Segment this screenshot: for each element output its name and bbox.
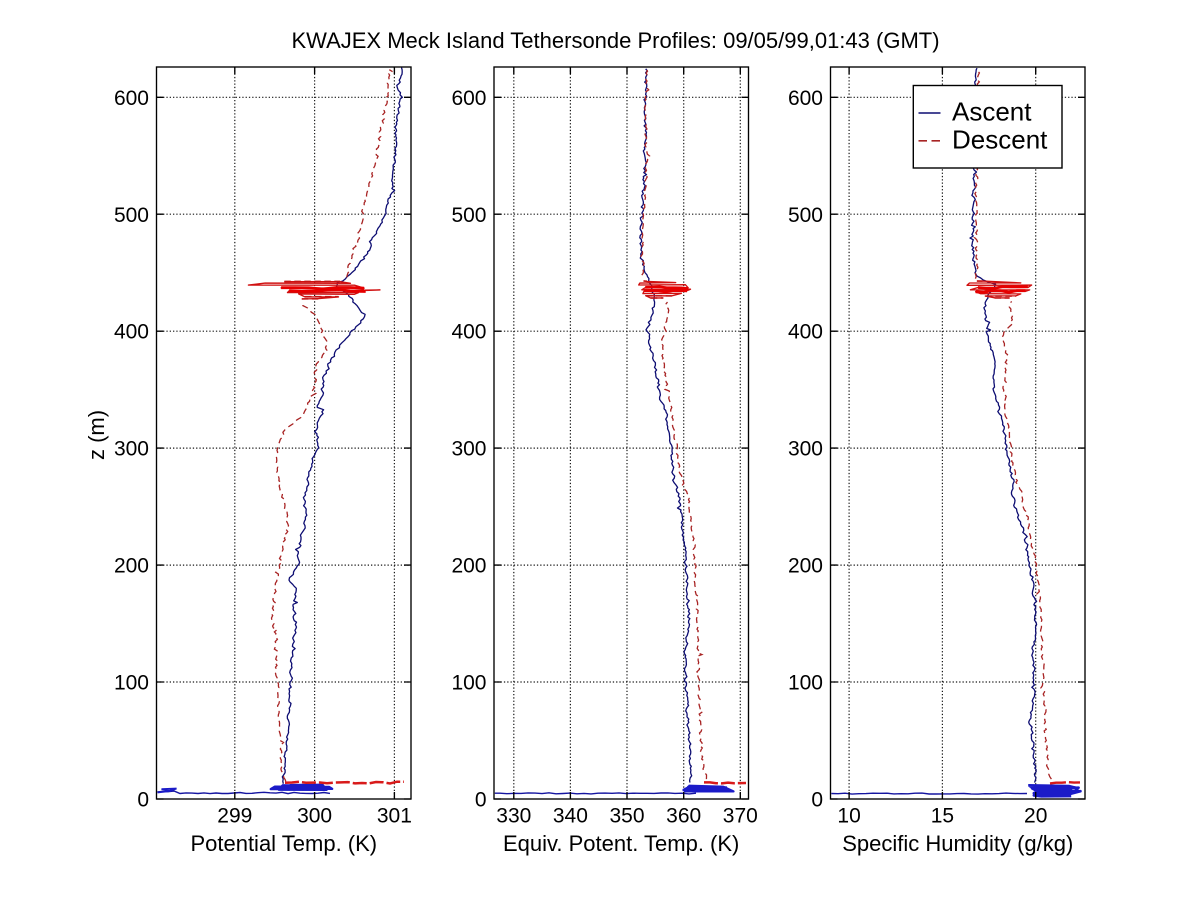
svg-text:400: 400 — [788, 321, 823, 344]
svg-text:Descent: Descent — [952, 125, 1048, 155]
svg-text:100: 100 — [114, 672, 149, 695]
svg-text:350: 350 — [609, 805, 644, 828]
svg-text:301: 301 — [377, 805, 412, 828]
svg-text:100: 100 — [788, 672, 823, 695]
svg-text:370: 370 — [723, 805, 758, 828]
svg-text:600: 600 — [114, 87, 149, 110]
svg-text:600: 600 — [788, 87, 823, 110]
svg-text:20: 20 — [1024, 805, 1047, 828]
svg-text:300: 300 — [451, 438, 486, 461]
svg-text:330: 330 — [496, 805, 531, 828]
svg-text:200: 200 — [451, 555, 486, 578]
svg-text:400: 400 — [114, 321, 149, 344]
svg-text:0: 0 — [137, 789, 149, 812]
svg-text:500: 500 — [451, 204, 486, 227]
svg-text:360: 360 — [666, 805, 701, 828]
svg-text:z (m): z (m) — [84, 410, 109, 460]
svg-text:10: 10 — [837, 805, 860, 828]
svg-text:600: 600 — [451, 87, 486, 110]
svg-text:500: 500 — [788, 204, 823, 227]
svg-text:300: 300 — [297, 805, 332, 828]
svg-text:KWAJEX Meck Island Tethersonde: KWAJEX Meck Island Tethersonde Profiles:… — [291, 28, 939, 53]
svg-text:200: 200 — [114, 555, 149, 578]
svg-text:400: 400 — [451, 321, 486, 344]
svg-text:200: 200 — [788, 555, 823, 578]
svg-text:500: 500 — [114, 204, 149, 227]
svg-text:Ascent: Ascent — [952, 97, 1032, 127]
svg-text:300: 300 — [114, 438, 149, 461]
svg-text:0: 0 — [811, 789, 823, 812]
svg-text:300: 300 — [788, 438, 823, 461]
svg-text:100: 100 — [451, 672, 486, 695]
svg-text:299: 299 — [217, 805, 252, 828]
svg-text:Potential Temp. (K): Potential Temp. (K) — [190, 831, 377, 856]
svg-text:340: 340 — [553, 805, 588, 828]
svg-text:Specific Humidity (g/kg): Specific Humidity (g/kg) — [842, 831, 1073, 856]
svg-text:15: 15 — [931, 805, 954, 828]
svg-text:Equiv. Potent. Temp. (K): Equiv. Potent. Temp. (K) — [503, 831, 739, 856]
svg-text:0: 0 — [475, 789, 487, 812]
